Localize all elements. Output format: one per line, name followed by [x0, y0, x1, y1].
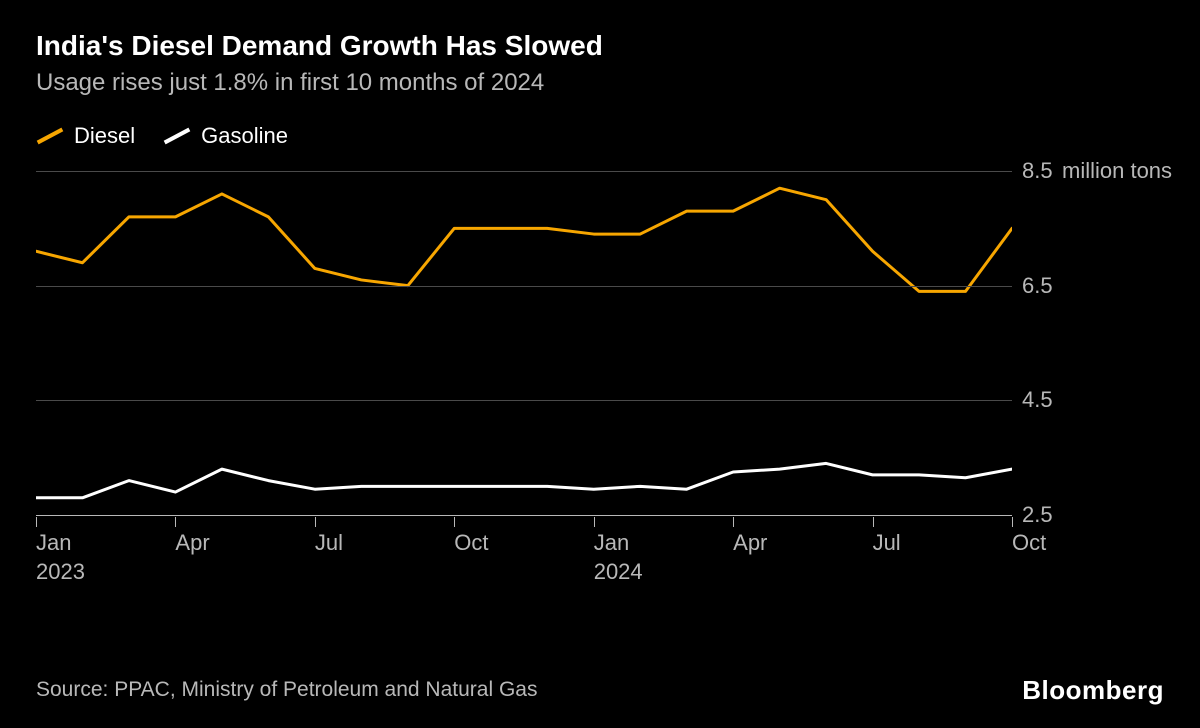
x-tick-label: Oct	[454, 529, 488, 558]
line-layer	[36, 171, 1012, 515]
x-tick	[454, 517, 455, 527]
x-tick	[733, 517, 734, 527]
legend-label-diesel: Diesel	[74, 123, 135, 149]
x-tick	[1012, 517, 1013, 527]
x-axis: Jan2023AprJulOctJan2024AprJulOct	[36, 517, 1012, 587]
chart-title: India's Diesel Demand Growth Has Slowed	[36, 28, 1164, 63]
x-tick	[594, 517, 595, 527]
legend-item-gasoline: Gasoline	[163, 123, 288, 149]
x-tick-label: Apr	[175, 529, 209, 558]
x-tick	[315, 517, 316, 527]
series-line-diesel	[36, 188, 1012, 291]
x-tick-label: Apr	[733, 529, 767, 558]
source-text: Source: PPAC, Ministry of Petroleum and …	[36, 678, 537, 702]
x-tick-label: Oct	[1012, 529, 1046, 558]
chart-subtitle: Usage rises just 1.8% in first 10 months…	[36, 69, 1164, 97]
gridline	[36, 171, 1012, 172]
gridline	[36, 286, 1012, 287]
gridline	[36, 515, 1012, 516]
legend-swatch-gasoline	[164, 128, 191, 145]
legend-item-diesel: Diesel	[36, 123, 135, 149]
y-tick-label: 6.5	[1022, 273, 1053, 299]
legend: Diesel Gasoline	[36, 123, 1164, 149]
y-tick-label: 2.5	[1022, 502, 1053, 528]
plot-area	[36, 171, 1012, 515]
x-tick-label: Jul	[315, 529, 343, 558]
chart-area: 2.54.56.58.5million tons Jan2023AprJulOc…	[36, 167, 1164, 587]
y-axis: 2.54.56.58.5million tons	[1014, 171, 1164, 515]
y-tick-label: 8.5	[1022, 158, 1053, 184]
x-tick-label: Jan2023	[36, 529, 85, 586]
x-tick	[175, 517, 176, 527]
y-tick-label: 4.5	[1022, 387, 1053, 413]
gridline	[36, 400, 1012, 401]
brand-logo: Bloomberg	[1022, 675, 1164, 706]
chart-container: India's Diesel Demand Growth Has Slowed …	[0, 0, 1200, 728]
x-tick	[873, 517, 874, 527]
legend-label-gasoline: Gasoline	[201, 123, 288, 149]
series-line-gasoline	[36, 463, 1012, 497]
legend-swatch-diesel	[37, 128, 64, 145]
x-tick-label: Jan2024	[594, 529, 643, 586]
x-tick-label: Jul	[873, 529, 901, 558]
x-tick	[36, 517, 37, 527]
y-axis-unit: million tons	[1062, 158, 1172, 184]
